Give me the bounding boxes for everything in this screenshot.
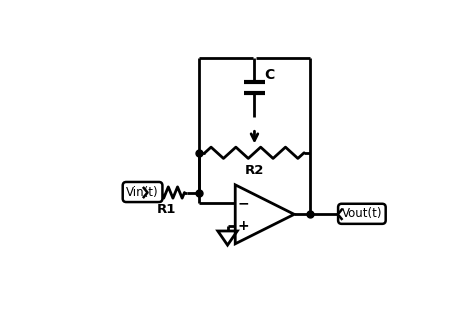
- Text: C: C: [264, 68, 275, 82]
- Text: +: +: [237, 218, 249, 232]
- Text: −: −: [237, 196, 249, 210]
- Polygon shape: [338, 210, 342, 219]
- Text: R1: R1: [156, 203, 176, 216]
- Polygon shape: [144, 188, 147, 197]
- Text: R2: R2: [245, 164, 264, 177]
- Text: Vout(t): Vout(t): [342, 207, 382, 220]
- Text: Vin(t): Vin(t): [126, 185, 159, 198]
